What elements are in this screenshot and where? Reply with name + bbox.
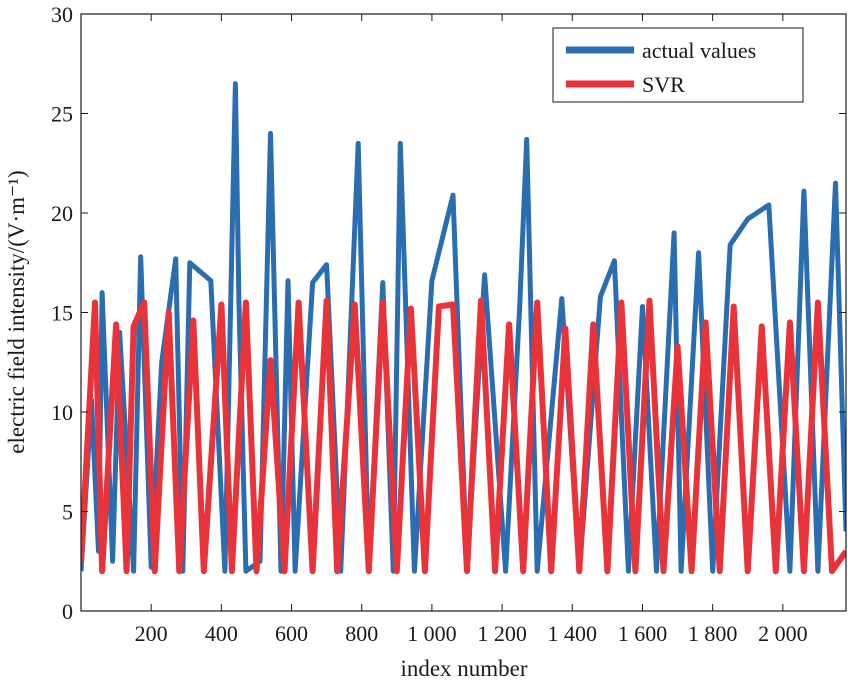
y-tick-label: 10 xyxy=(51,400,73,425)
y-tick-label: 25 xyxy=(51,102,73,127)
x-tick-label: 200 xyxy=(135,621,168,646)
x-tick-label: 1 000 xyxy=(407,621,457,646)
legend-label-svr: SVR xyxy=(642,72,685,97)
y-axis: 0 5 10 15 20 25 30 xyxy=(51,2,846,624)
series-layer xyxy=(81,81,846,575)
legend-box xyxy=(552,27,804,103)
legend-label-actual-values: actual values xyxy=(642,38,756,63)
x-tick-label: 800 xyxy=(345,621,378,646)
y-tick-label: 15 xyxy=(51,301,73,326)
x-tick-label: 1 200 xyxy=(477,621,527,646)
y-tick-label: 30 xyxy=(51,2,73,27)
y-tick-label: 0 xyxy=(62,599,73,624)
x-tick-label: 1 800 xyxy=(688,621,738,646)
x-tick-label: 1 600 xyxy=(618,621,668,646)
y-axis-label: electric field intensity/(V·m⁻¹) xyxy=(4,170,29,453)
x-tick-label: 600 xyxy=(275,621,308,646)
x-tick-label: 2 000 xyxy=(758,621,808,646)
x-axis-label: index number xyxy=(400,656,527,681)
x-tick-label: 1 400 xyxy=(548,621,598,646)
x-axis: 200 400 600 800 1 000 1 200 1 400 1 600 1 800 2 0… xyxy=(135,14,808,646)
y-tick-label: 20 xyxy=(51,201,73,226)
series-line-svr xyxy=(81,297,846,575)
x-tick-label: 400 xyxy=(205,621,238,646)
y-tick-label: 5 xyxy=(62,500,73,525)
legend: actual values SVR xyxy=(552,27,804,103)
